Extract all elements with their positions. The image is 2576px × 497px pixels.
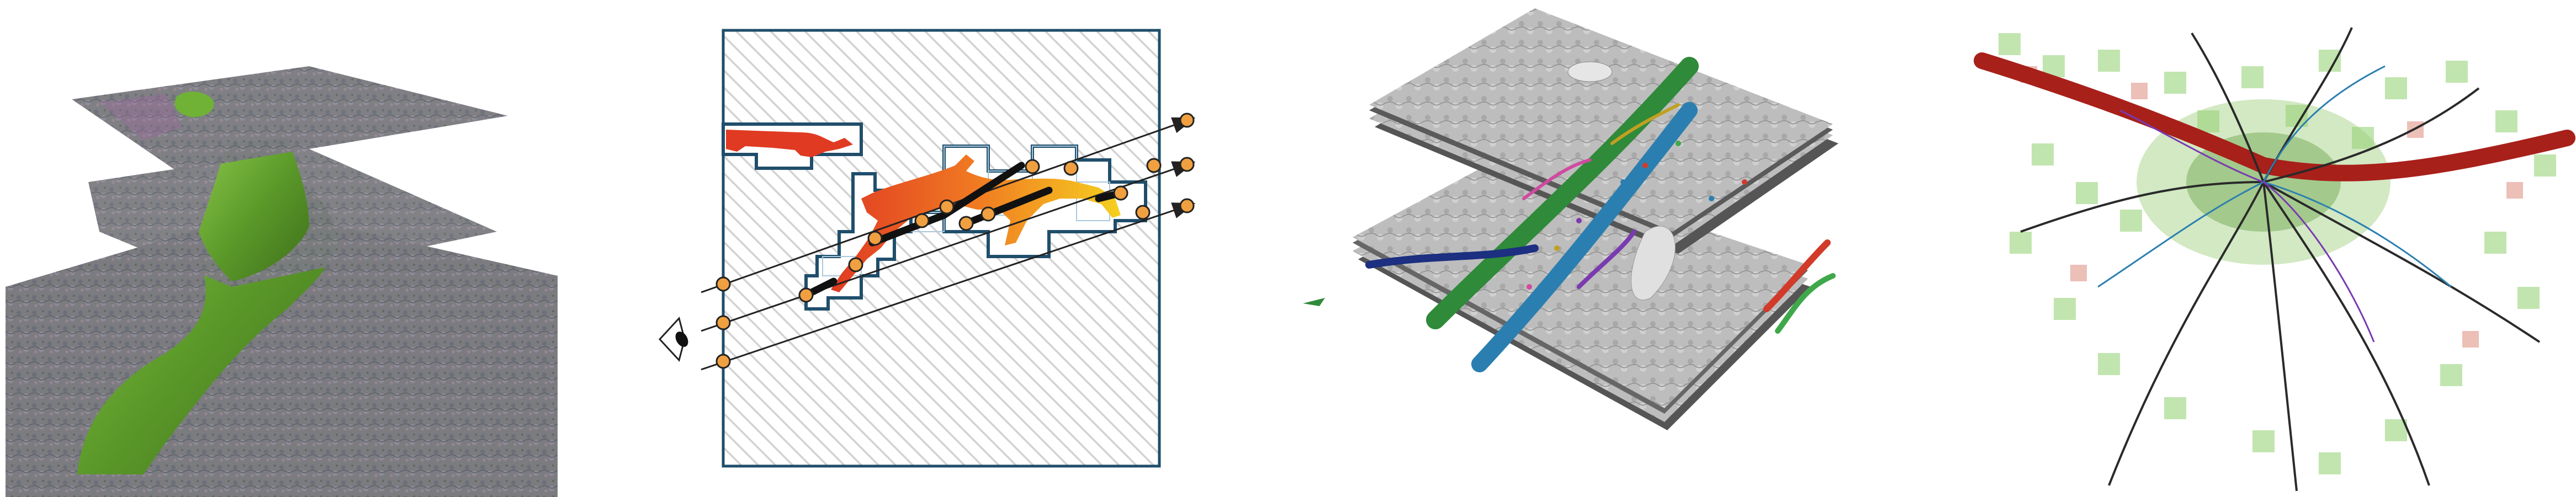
neurite-branch-left bbox=[726, 130, 853, 157]
panel-em-slices-3d bbox=[0, 0, 574, 497]
skeleton-branches-blue bbox=[2097, 65, 2452, 288]
em-stack-illustration bbox=[1303, 8, 1838, 430]
panel-skeleton-bricks bbox=[1932, 0, 2576, 497]
segmented-neurites bbox=[1365, 57, 1836, 372]
skeleton-illustration bbox=[1974, 27, 2575, 491]
skeleton-branches bbox=[2020, 27, 2541, 491]
eye-icon bbox=[658, 316, 688, 362]
panel-ray-casting-diagram bbox=[635, 0, 1231, 497]
thick-axon bbox=[1974, 52, 2575, 181]
ray-sample-markers bbox=[715, 113, 1195, 369]
neuron-segment-middle bbox=[199, 138, 309, 281]
neuron-cross-section-top bbox=[174, 91, 214, 117]
neurite-fragments bbox=[1526, 141, 1747, 290]
em-slices-illustration bbox=[6, 66, 558, 497]
sparse-bricks bbox=[1999, 33, 2556, 474]
em-slice-top bbox=[72, 66, 508, 171]
skeleton-branches-purple bbox=[2119, 109, 2375, 343]
panel-em-stack-neurites bbox=[1292, 0, 1910, 497]
ray-casting-diagram bbox=[658, 29, 1196, 468]
